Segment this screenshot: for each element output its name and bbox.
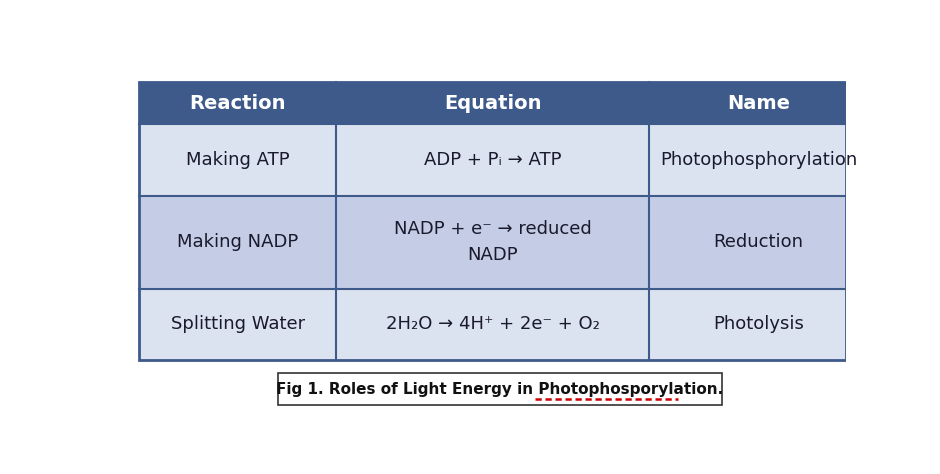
Bar: [139, 196, 337, 289]
Text: ADP + Pᵢ → ATP: ADP + Pᵢ → ATP: [424, 151, 561, 169]
Bar: [650, 196, 868, 289]
Bar: [139, 82, 337, 124]
Bar: [650, 82, 868, 124]
Bar: [139, 82, 846, 360]
Bar: [337, 124, 650, 196]
Text: Making ATP: Making ATP: [186, 151, 290, 169]
Bar: [650, 124, 868, 196]
Text: Reaction: Reaction: [190, 94, 286, 113]
Text: Photophosphorylation: Photophosphorylation: [660, 151, 857, 169]
Bar: [139, 289, 337, 360]
Text: Photolysis: Photolysis: [713, 315, 804, 333]
Text: Reduction: Reduction: [713, 233, 804, 251]
Text: Splitting Water: Splitting Water: [171, 315, 305, 333]
Text: NADP + e⁻ → reduced
NADP: NADP + e⁻ → reduced NADP: [394, 220, 591, 264]
Text: Name: Name: [727, 94, 791, 113]
Text: Equation: Equation: [444, 94, 541, 113]
Bar: [139, 124, 337, 196]
Bar: [337, 82, 650, 124]
Bar: [337, 196, 650, 289]
Text: 2H₂O → 4H⁺ + 2e⁻ + O₂: 2H₂O → 4H⁺ + 2e⁻ + O₂: [385, 315, 600, 333]
Bar: [278, 373, 722, 405]
Bar: [337, 289, 650, 360]
Bar: [650, 289, 868, 360]
Text: Making NADP: Making NADP: [177, 233, 298, 251]
Text: Fig 1. Roles of Light Energy in Photophosporylation.: Fig 1. Roles of Light Energy in Photopho…: [276, 382, 724, 397]
